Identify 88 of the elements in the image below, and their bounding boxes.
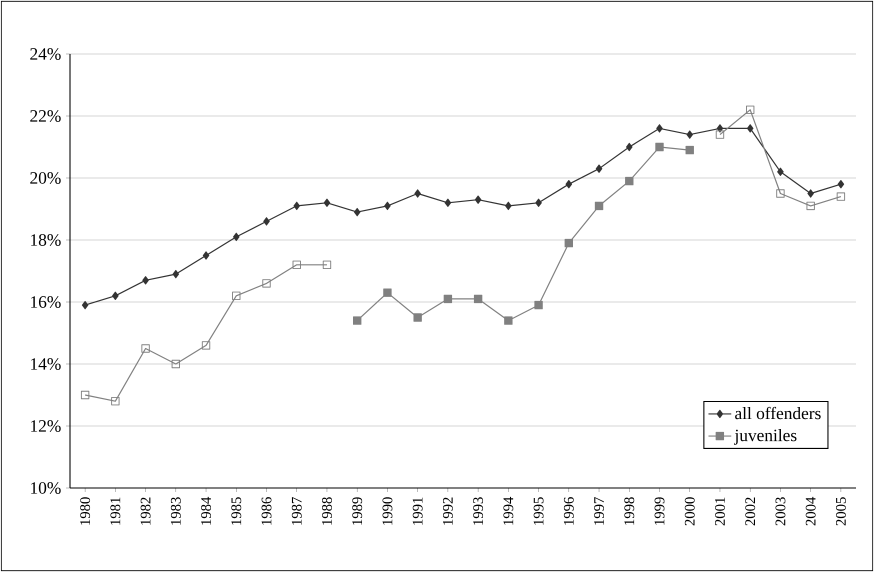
point xyxy=(655,142,664,152)
point xyxy=(233,232,240,242)
x-tick-label: 1997 xyxy=(594,497,604,525)
point xyxy=(686,146,694,154)
point xyxy=(232,292,240,300)
x-tick-label: 2001 xyxy=(715,498,725,526)
point xyxy=(656,124,663,133)
y-tick-label: 24% xyxy=(30,48,61,60)
x-tick-label: 2000 xyxy=(684,497,695,526)
x-tick-label: 1983 xyxy=(170,497,181,525)
point xyxy=(686,130,694,139)
point xyxy=(111,396,120,406)
x-tick-label: 2004 xyxy=(806,496,816,526)
y-tick-label: 12% xyxy=(31,420,61,432)
point xyxy=(836,192,846,201)
point xyxy=(535,198,542,207)
x-tick-label: 1996 xyxy=(564,497,574,525)
point xyxy=(383,288,392,297)
point xyxy=(80,390,90,400)
y-tick-label: 16% xyxy=(31,296,61,308)
point xyxy=(413,313,422,322)
point xyxy=(776,189,785,198)
point xyxy=(202,341,210,350)
point xyxy=(564,238,574,248)
point xyxy=(414,189,421,198)
point xyxy=(384,202,391,210)
y-tick-label: 22% xyxy=(30,110,61,122)
point xyxy=(322,260,332,270)
x-tick-label: 1986 xyxy=(262,497,272,525)
x-tick-label: 2003 xyxy=(775,497,786,526)
x-tick-label: 2002 xyxy=(745,498,756,526)
point xyxy=(716,130,724,139)
point xyxy=(777,168,784,176)
point xyxy=(202,251,210,260)
x-tick-label: 1990 xyxy=(382,497,392,525)
legend-label: all offenders xyxy=(735,406,821,420)
x-tick-label: 1995 xyxy=(534,497,544,525)
point xyxy=(504,316,513,325)
legend-label: juveniles xyxy=(734,429,796,445)
x-tick-label: 1991 xyxy=(412,498,423,525)
x-tick-label: 1987 xyxy=(292,497,302,525)
point xyxy=(444,198,452,207)
point xyxy=(293,202,300,210)
point xyxy=(352,316,362,325)
point xyxy=(262,279,271,288)
point xyxy=(474,195,482,204)
point xyxy=(354,208,360,216)
point xyxy=(141,344,150,353)
point xyxy=(142,276,149,285)
point xyxy=(746,106,754,114)
x-tick-label: 1994 xyxy=(503,496,514,525)
point xyxy=(625,176,634,186)
x-tick-label: 1989 xyxy=(352,497,362,525)
point xyxy=(806,202,815,210)
x-tick-label: 1981 xyxy=(110,498,120,525)
point xyxy=(172,270,180,278)
point xyxy=(505,202,512,210)
point xyxy=(112,292,119,300)
x-tick-label: 1999 xyxy=(654,497,664,525)
point xyxy=(474,294,482,304)
y-tick-label: 20% xyxy=(30,172,61,184)
point xyxy=(444,294,452,304)
y-tick-label: 18% xyxy=(31,234,61,246)
x-tick-label: 1992 xyxy=(442,498,453,525)
point xyxy=(324,198,330,207)
point xyxy=(807,189,814,198)
point xyxy=(82,300,88,310)
point xyxy=(292,260,301,270)
point xyxy=(746,124,754,133)
point xyxy=(594,202,604,210)
x-tick-label: 1998 xyxy=(624,497,634,525)
point xyxy=(263,217,270,226)
point xyxy=(596,164,602,173)
x-tick-label: 1985 xyxy=(231,497,242,525)
x-tick-label: 2005 xyxy=(836,497,846,526)
point xyxy=(566,180,572,188)
point xyxy=(626,142,633,152)
x-tick-label: 1980 xyxy=(80,497,90,525)
x-tick-label: 1993 xyxy=(473,497,484,525)
point xyxy=(172,360,180,368)
x-tick-label: 1988 xyxy=(322,497,332,525)
y-tick-label: 14% xyxy=(31,358,61,370)
y-tick-label: 10% xyxy=(31,482,61,494)
x-tick-label: 1984 xyxy=(201,496,211,525)
point xyxy=(838,180,844,188)
point xyxy=(716,124,724,133)
x-tick-label: 1982 xyxy=(140,498,151,525)
point xyxy=(534,300,543,310)
